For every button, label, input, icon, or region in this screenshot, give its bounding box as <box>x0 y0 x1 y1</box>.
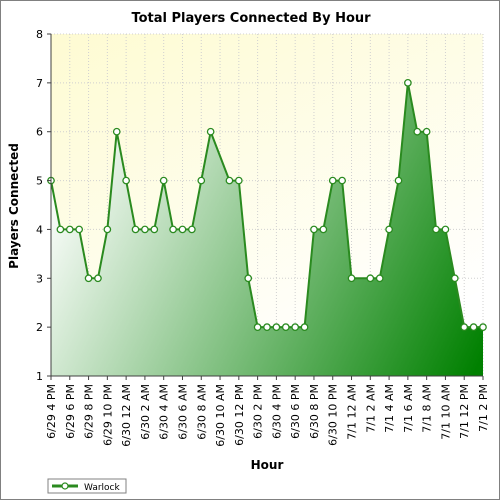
x-tick-label: 7/1 6 AM <box>402 384 415 433</box>
data-point <box>234 176 243 185</box>
data-point <box>310 225 318 234</box>
x-tick-label: 6/30 6 PM <box>289 384 302 439</box>
data-point <box>432 225 440 234</box>
data-point <box>253 323 262 331</box>
x-tick-label: 7/1 12 PM <box>458 384 471 439</box>
data-point <box>338 176 346 185</box>
x-axis-title: Hour <box>251 458 284 472</box>
data-point <box>281 323 290 331</box>
data-point <box>131 225 140 234</box>
data-point <box>385 225 393 234</box>
y-axis: 1 2 3 4 5 6 7 8 <box>36 28 52 383</box>
data-point <box>56 225 65 234</box>
y-axis-title: Players Connected <box>7 143 21 269</box>
data-point <box>178 225 187 234</box>
series-markers <box>47 79 487 331</box>
x-tick-label: 6/30 12 AM <box>120 384 133 447</box>
legend: Warlock <box>47 478 127 494</box>
data-point <box>141 225 149 234</box>
x-tick-label: 7/1 2 AM <box>364 384 377 433</box>
data-point <box>328 176 337 185</box>
y-tick-label: 7 <box>36 77 43 90</box>
data-point <box>272 323 281 331</box>
x-tick-label: 7/1 12 AM <box>346 384 359 440</box>
data-point <box>244 274 253 283</box>
data-point <box>188 225 196 234</box>
data-point <box>103 225 112 234</box>
data-point <box>375 274 384 283</box>
data-point <box>460 323 469 331</box>
data-point <box>413 127 422 136</box>
data-point <box>84 274 93 283</box>
data-point <box>422 127 431 136</box>
data-point <box>122 176 130 185</box>
x-tick-label: 6/29 4 PM <box>45 384 58 439</box>
x-tick-label: 7/1 8 AM <box>421 384 434 433</box>
y-tick-label: 5 <box>36 175 43 188</box>
data-point <box>469 323 478 331</box>
y-tick-label: 3 <box>36 272 43 285</box>
x-tick-label: 6/30 6 AM <box>176 384 189 440</box>
x-tick-label: 6/30 8 PM <box>308 384 321 439</box>
x-tick-label: 6/30 10 PM <box>327 384 340 446</box>
legend-box <box>47 478 127 494</box>
data-point <box>75 225 84 234</box>
x-axis: 6/29 4 PM 6/29 6 PM 6/29 8 PM 6/29 10 PM 6/3… <box>45 375 490 447</box>
data-point <box>394 176 403 185</box>
x-tick-label: 6/30 4 PM <box>270 384 283 439</box>
chart-title: Total Players Connected By Hour <box>131 11 371 26</box>
data-point <box>441 225 450 234</box>
x-tick-label: 7/1 2 PM <box>477 384 490 432</box>
data-point <box>366 274 375 283</box>
y-tick-label: 4 <box>36 223 43 236</box>
data-point <box>450 274 459 283</box>
x-tick-label: 6/30 2 AM <box>139 384 152 440</box>
data-point <box>197 176 206 185</box>
x-tick-label: 6/29 6 PM <box>64 384 77 439</box>
legend-marker <box>61 482 69 490</box>
x-tick-label: 6/30 8 AM <box>195 384 208 440</box>
data-point <box>479 323 487 331</box>
data-point <box>319 225 328 234</box>
x-tick-label: 6/29 10 PM <box>101 384 114 446</box>
y-tick-label: 2 <box>36 321 43 334</box>
y-tick-label: 6 <box>36 126 43 139</box>
x-tick-label: 6/30 4 AM <box>158 384 171 440</box>
data-point <box>300 323 309 331</box>
x-tick-label: 6/29 8 PM <box>83 384 96 439</box>
x-tick-label: 7/1 4 AM <box>383 384 396 433</box>
data-point <box>404 79 412 87</box>
data-point <box>169 225 177 234</box>
x-tick-label: 7/1 10 AM <box>439 384 452 440</box>
x-tick-label: 6/30 12 PM <box>233 384 246 446</box>
y-tick-label: 1 <box>36 370 43 383</box>
data-point <box>150 225 159 234</box>
data-point <box>94 274 102 283</box>
data-point <box>225 176 234 185</box>
data-point <box>112 127 121 136</box>
data-point <box>159 176 168 185</box>
series-area <box>51 82 483 376</box>
x-tick-label: 6/30 2 PM <box>252 384 265 439</box>
data-point <box>206 127 215 136</box>
data-point <box>347 274 356 283</box>
legend-label: Warlock <box>84 483 120 493</box>
y-tick-label: 8 <box>36 28 43 41</box>
x-tick-label: 6/30 10 AM <box>214 384 227 447</box>
data-point <box>263 323 271 331</box>
data-point <box>65 225 74 234</box>
data-point <box>291 323 300 331</box>
